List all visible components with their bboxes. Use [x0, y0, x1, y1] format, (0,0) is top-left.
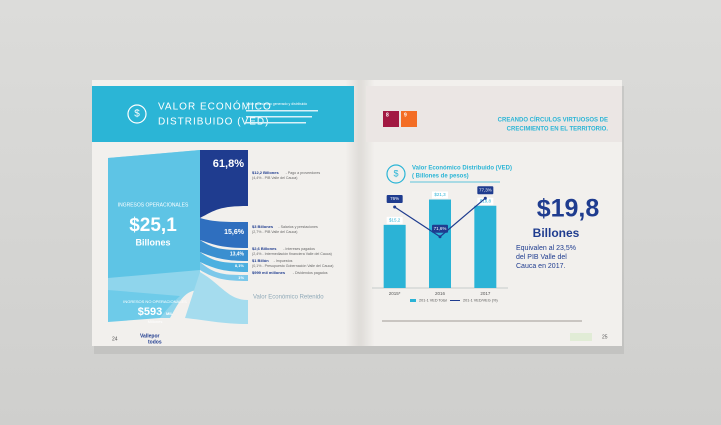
flow-detail: (4,4% - PIB Valle del Cauca): [252, 176, 297, 180]
x-tick-label: 2017: [480, 291, 491, 296]
flow-detail: (2,7% - PIB Valle del Cauca): [252, 230, 297, 234]
note-line: [246, 122, 306, 124]
flow: [200, 218, 248, 248]
flow: [200, 150, 248, 218]
bar: [383, 224, 406, 288]
icon: [127, 104, 147, 124]
flow-desc: - Pago a proveedores: [286, 171, 321, 175]
note-line: [246, 110, 318, 112]
highlight-text: del PIB Valle del: [516, 254, 567, 261]
line-label-box: [477, 186, 494, 195]
left-title: VALOR ECONÓMICO: [158, 100, 272, 113]
flow-labels: 61,8%$12,2 Billones - Pago a proveedores(…: [213, 158, 334, 280]
legend-label: 201-1 VED Total: [419, 299, 447, 303]
right-title: CRECIMIENTO EN EL TERRITORIO.: [507, 127, 609, 133]
right-title: CREANDO CÍRCULOS VIRTUOSOS DE: [498, 116, 608, 124]
header-note: Valor económico generado y distribuido: [246, 102, 307, 106]
flow-amount: $2,6 Billones: [252, 246, 277, 251]
flow: [200, 262, 248, 281]
highlight-unit: Billones: [533, 226, 580, 240]
x-tick-label: 2016: [435, 291, 446, 296]
flow-detail: (2,4% - Intermediación financiera Valle …: [252, 252, 332, 256]
highlight-amount: $19,8: [537, 195, 600, 223]
flow-desc: - Salarios y prestaciones: [278, 225, 318, 229]
flow-pct: 1%: [238, 275, 244, 280]
flow-amount: $1 Billón: [252, 258, 269, 263]
flow-amount: $999 mil millones: [252, 270, 286, 275]
bar-label: $15,2: [389, 218, 401, 223]
icon-glyph: $: [134, 109, 140, 120]
flow: [200, 252, 248, 272]
source-unit: Billones: [135, 237, 170, 247]
chart-icon-glyph: $: [393, 168, 398, 178]
ods-number: 8: [386, 112, 389, 118]
source-label: INGRESOS NO OPERACIONALES: [123, 299, 187, 304]
retained-label: Valor Económico Retenido: [253, 295, 324, 301]
left-header: [92, 86, 354, 142]
legend-label: 201-1 VED/VEG (%): [463, 299, 498, 303]
x-tick-label: 2015*: [389, 291, 401, 296]
source-unit: Millones: [148, 319, 163, 324]
flow-desc: - Impuestos: [274, 259, 293, 263]
flow-pct: 61,8%: [213, 158, 244, 170]
flow-pct: 15,6%: [224, 229, 245, 236]
flow-amount: $3 Billones: [252, 224, 274, 229]
chart-icon: [386, 164, 406, 184]
bar-label-box: [432, 191, 448, 199]
bar: [474, 205, 497, 288]
footer-logo: [570, 333, 592, 341]
source-amount: $593: [138, 306, 162, 318]
ods-number: 9: [404, 112, 407, 118]
line-label: 71,6%: [434, 226, 447, 231]
flow-pct: 8,1%: [235, 263, 245, 268]
ods-icon: [383, 111, 399, 127]
line-label-box: [432, 224, 448, 233]
source-amount: $25,1: [129, 215, 177, 236]
ods-icon: [401, 111, 417, 127]
source-label: INGRESOS OPERACIONALES: [118, 202, 189, 208]
highlight-text: Cauca en 2017.: [516, 263, 565, 270]
line-point: [393, 205, 397, 209]
line-point: [438, 235, 442, 239]
left-title: DISTRIBUIDO (VED): [158, 117, 269, 128]
bar-label: $19,8: [480, 198, 492, 203]
flow-desc: - Intereses pagados: [283, 247, 315, 251]
flow-retained: [185, 272, 248, 324]
line-point: [483, 196, 487, 200]
line-label-box: [386, 195, 403, 203]
bar-label-box: [477, 197, 494, 205]
flow-detail: (0,1% - Presupuesto Gobernación Valle de…: [252, 264, 333, 268]
chart-subtitle: ( Billones de pesos): [412, 174, 469, 180]
line-label: 77,3%: [479, 187, 492, 192]
legend-swatch: [410, 299, 416, 302]
chart: $15,2 2015* $21,3 2016 $19,8 2017 76% 71,6% 77,3…: [372, 186, 508, 303]
note-line: [246, 116, 312, 118]
bar-label-box: [386, 216, 403, 224]
page-number: 25: [602, 334, 608, 340]
footnote: [382, 320, 582, 322]
flow-pct: 13,4%: [230, 251, 245, 257]
bar: [429, 199, 451, 288]
page-number: 24: [112, 336, 118, 342]
flow-amount: $12,2 Billones: [252, 170, 279, 175]
operational-block: [108, 150, 200, 278]
bar-label: $21,3: [434, 192, 446, 197]
flow-desc: - Dividendos pagados: [293, 271, 328, 275]
flow: [200, 240, 248, 261]
line-label: 76%: [390, 196, 399, 201]
highlight-text: Equivalen al 23,5%: [516, 245, 576, 252]
logo: todos: [148, 339, 162, 345]
chart-title: Valor Económico Distribuido (VED): [412, 166, 512, 172]
source-unit-small: MIL: [166, 311, 173, 316]
logo: Vallepor: [140, 333, 160, 339]
non-operational-block: [108, 290, 180, 322]
